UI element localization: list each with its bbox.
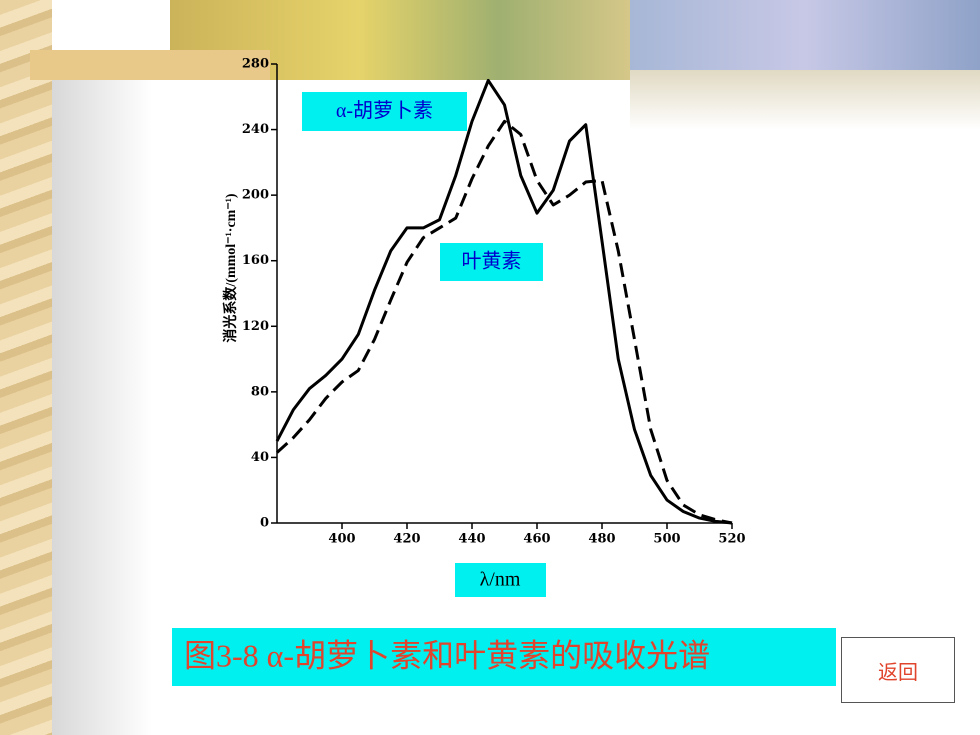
x-tick-label: 520 [718, 532, 745, 547]
y-tick-label: 200 [242, 188, 269, 203]
y-tick-label: 240 [242, 122, 269, 137]
y-tick-label: 120 [242, 319, 269, 334]
series-label-box [440, 243, 543, 281]
series-line [275, 119, 733, 525]
decor-strip [0, 0, 52, 735]
y-axis-label: 消光系数/(mmol⁻¹·cm⁻¹) [222, 193, 239, 342]
caption: 图3-8 α-胡萝卜素和叶黄素的吸收光谱 [184, 637, 710, 673]
decor-band [30, 50, 270, 80]
decor-band [630, 70, 980, 130]
series-line [275, 78, 733, 525]
x-tick-label: 440 [458, 532, 485, 547]
x-axis-label: λ/nm [480, 569, 521, 591]
series-label: α-胡萝卜素 [336, 99, 433, 122]
back-button[interactable]: 返回 [841, 637, 955, 703]
x-tick-label: 480 [588, 532, 615, 547]
series-label: 叶黄素 [462, 250, 522, 273]
y-tick-label: 0 [260, 516, 269, 531]
x-tick-label: 500 [653, 532, 680, 547]
y-tick-label: 160 [242, 253, 269, 268]
caption-box [172, 628, 836, 686]
y-tick-label: 280 [242, 57, 269, 72]
x-tick-label: 400 [328, 532, 355, 547]
y-tick-label: 80 [251, 384, 269, 399]
x-label-box [455, 563, 546, 597]
y-tick-label: 40 [251, 450, 269, 465]
x-tick-label: 460 [523, 532, 550, 547]
decor-shade [52, 80, 152, 735]
x-tick-label: 420 [393, 532, 420, 547]
series-label-box [302, 92, 467, 131]
